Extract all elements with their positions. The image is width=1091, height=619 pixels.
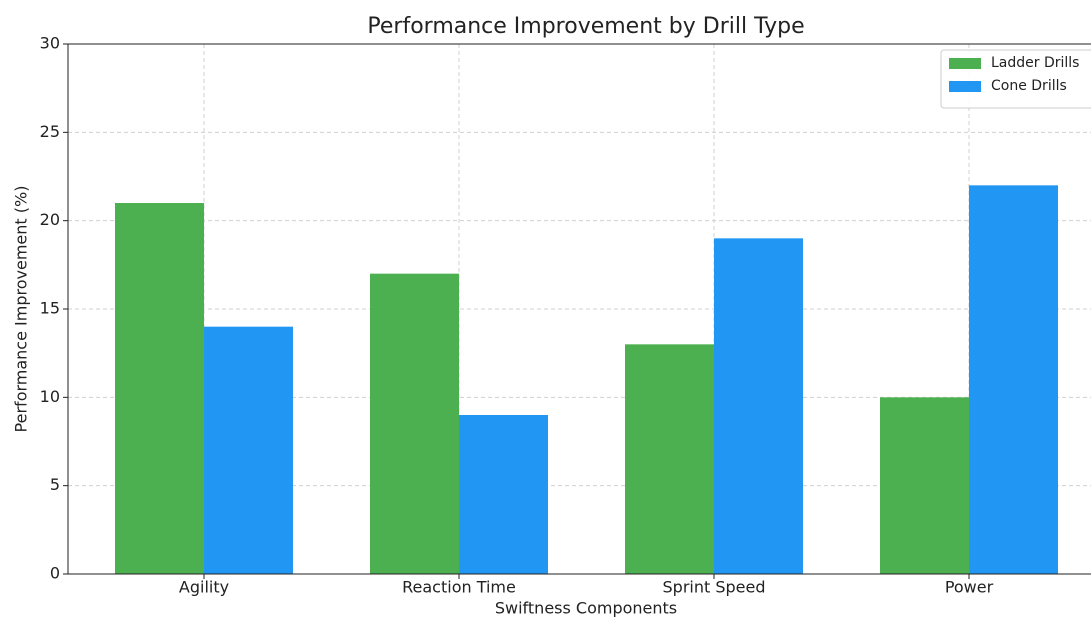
x-tick-label: Sprint Speed xyxy=(663,578,766,597)
legend-swatch xyxy=(949,58,981,69)
bar xyxy=(115,203,204,574)
y-tick-label: 10 xyxy=(40,387,60,406)
legend-label: Cone Drills xyxy=(991,78,1067,94)
bar xyxy=(625,344,714,574)
legend-label: Ladder Drills xyxy=(991,55,1079,71)
x-axis-label: Swiftness Components xyxy=(495,599,677,618)
bar xyxy=(714,238,803,575)
x-tick-label: Reaction Time xyxy=(402,578,516,597)
bar xyxy=(459,415,548,574)
bar xyxy=(880,397,969,574)
y-tick-label: 20 xyxy=(40,210,60,229)
y-tick-label: 5 xyxy=(50,475,60,494)
x-tick-label: Power xyxy=(945,578,994,597)
bar xyxy=(370,273,459,574)
legend-swatch xyxy=(949,81,981,92)
y-tick-label: 30 xyxy=(40,34,60,53)
y-axis-label: Performance Improvement (%) xyxy=(12,186,31,433)
y-tick-label: 15 xyxy=(40,299,60,318)
x-tick-label: Agility xyxy=(179,578,229,597)
y-tick-label: 25 xyxy=(40,122,60,141)
bar xyxy=(969,185,1058,575)
chart-title: Performance Improvement by Drill Type xyxy=(367,14,804,39)
y-tick-label: 0 xyxy=(50,564,60,583)
bar xyxy=(204,326,293,574)
